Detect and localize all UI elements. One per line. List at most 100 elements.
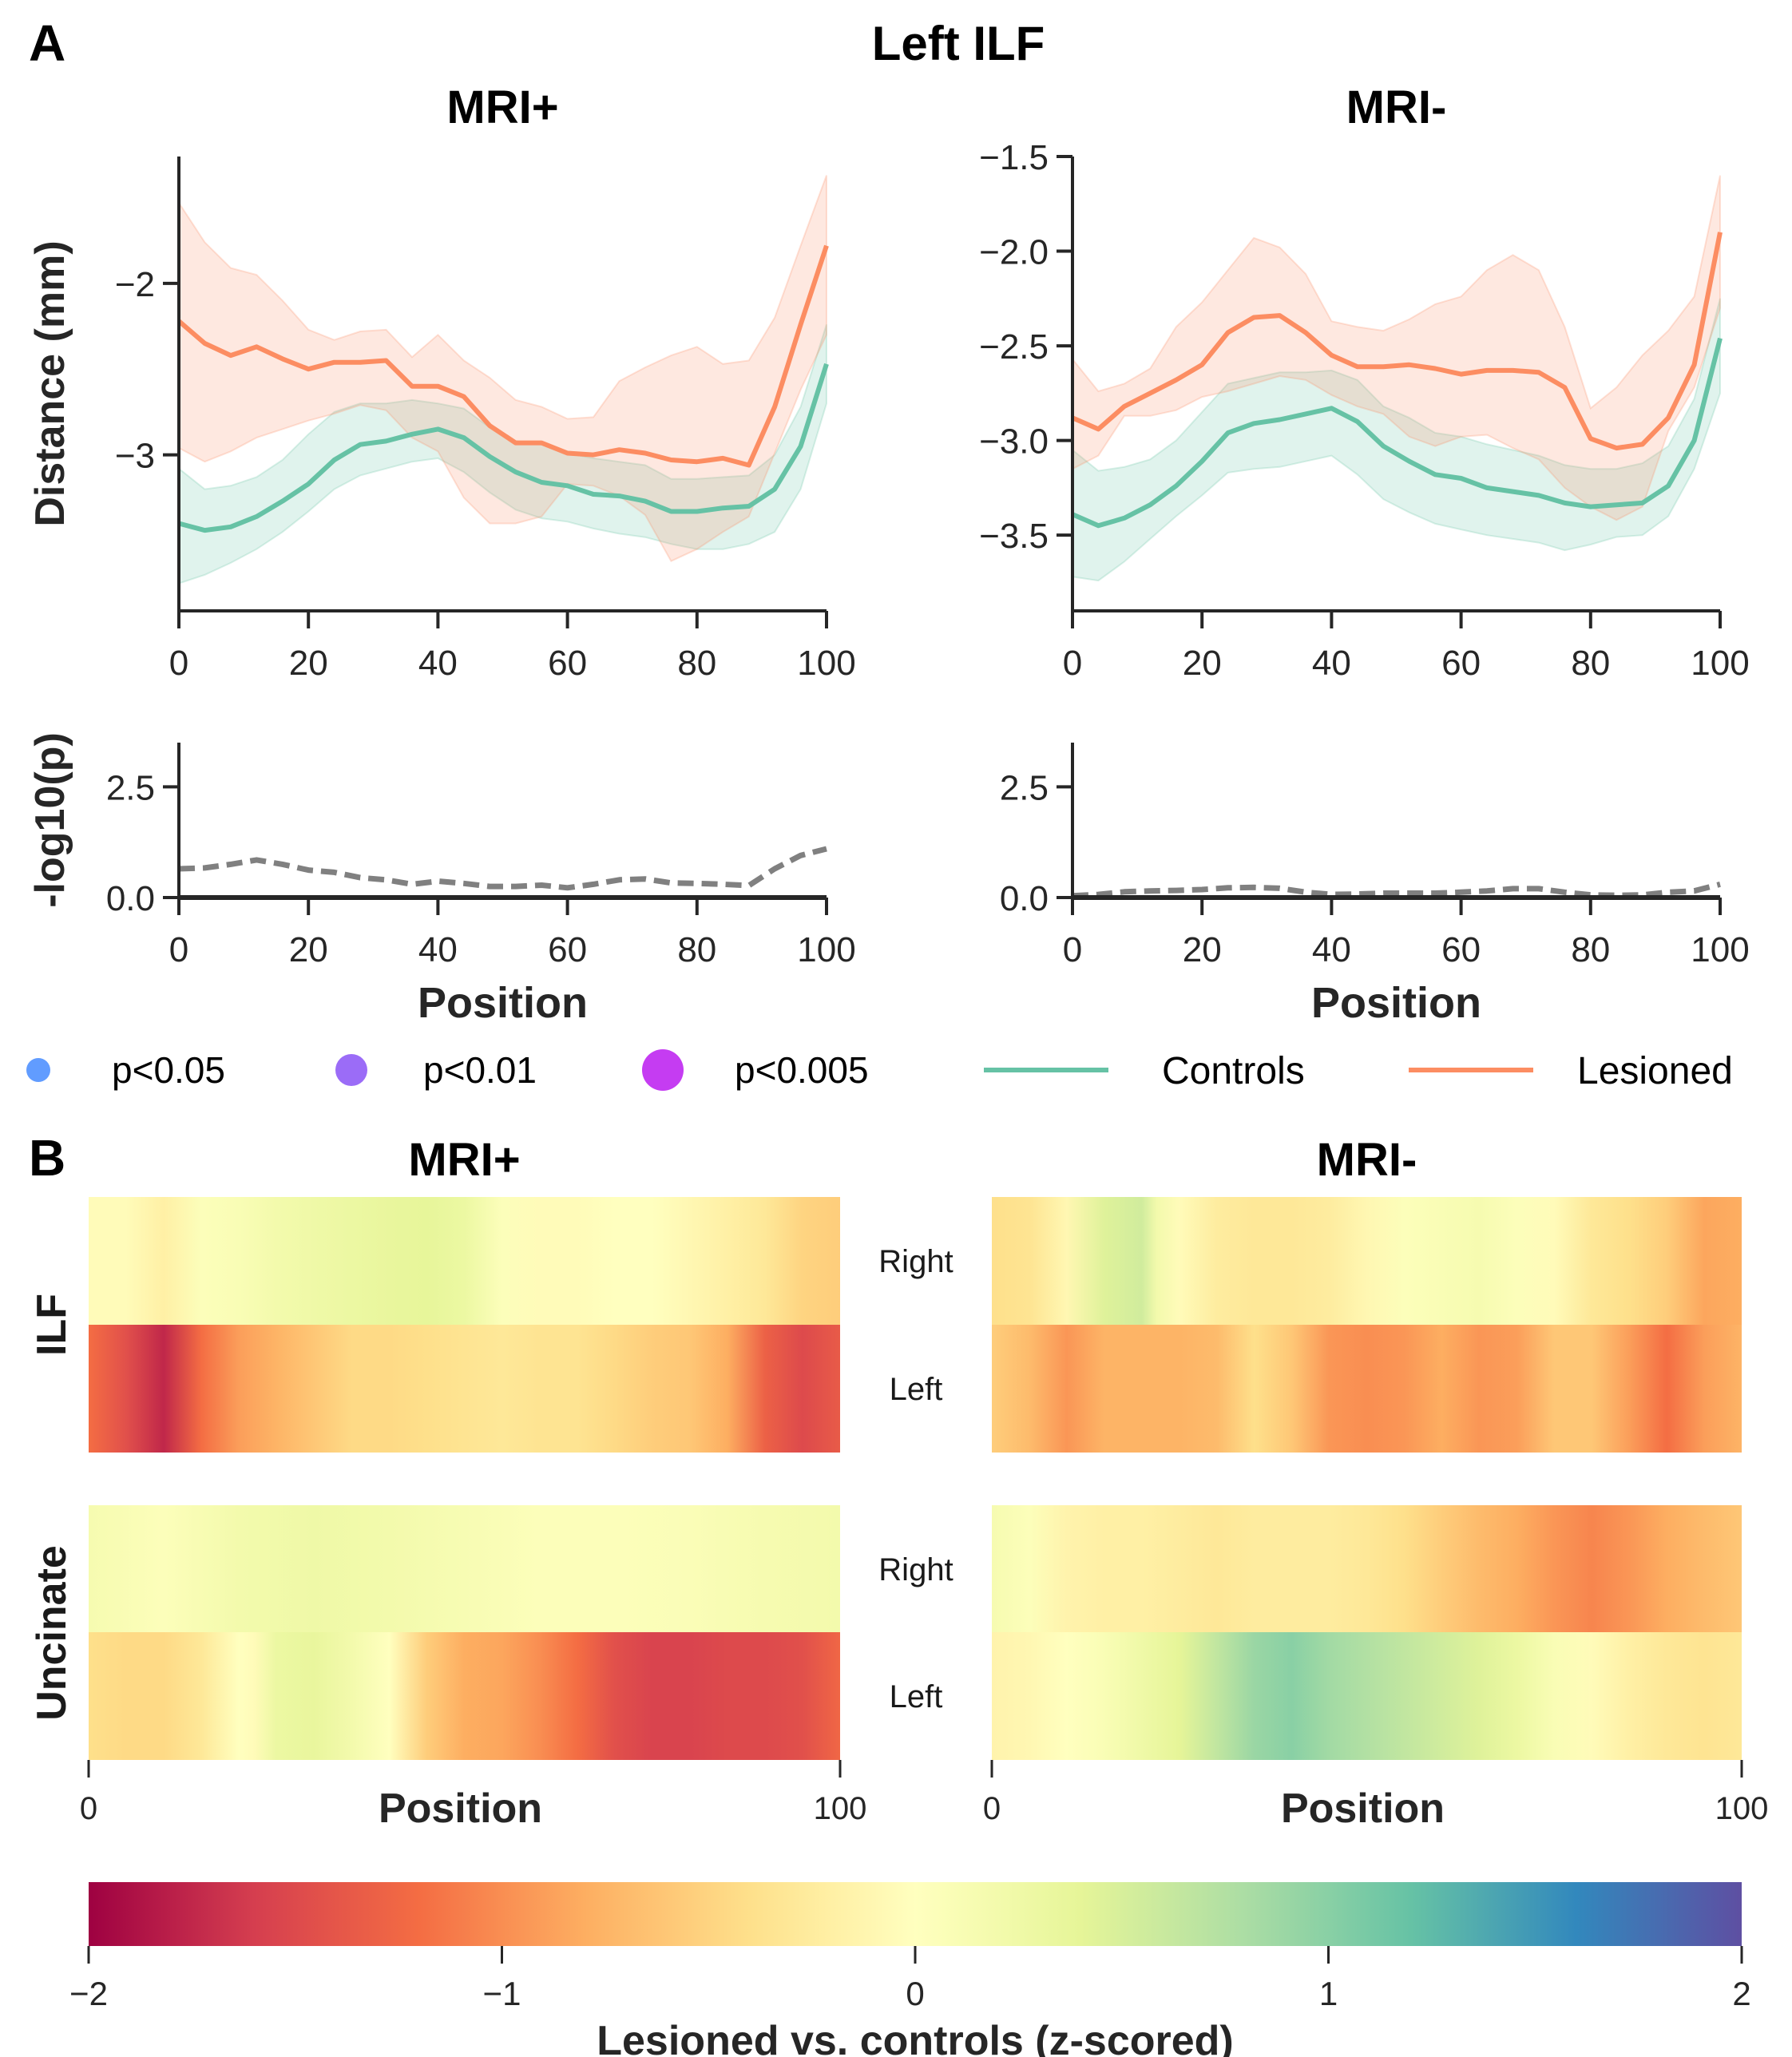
x-tick-label: 0	[1063, 930, 1082, 969]
x-tick-label: 80	[677, 930, 716, 969]
heatmap-title: MRI-	[1317, 1134, 1417, 1186]
colorbar: −2 −1 0 1 2 Lesioned vs. controls (z-scored)	[69, 1882, 1751, 2057]
distance-plot-mri-minus: MRI- 0 20 40 60 80 100 −1.5 −2.0 −2.5 −3.0 −3.5	[979, 81, 1750, 683]
x-tick-label: 60	[548, 930, 587, 969]
x-tick-label: 0	[169, 930, 188, 969]
y-tick-label: −1.5	[979, 138, 1049, 177]
x-tick-label: 0	[169, 644, 188, 683]
plot-title: MRI+	[446, 81, 558, 133]
legend-marker-p-0-005	[642, 1049, 684, 1091]
legend-label: Controls	[1162, 1050, 1305, 1092]
y-tick-label: 2.5	[106, 768, 155, 807]
panel-a-label: A	[29, 14, 65, 72]
heatmap-row-uncinate-right	[89, 1505, 840, 1633]
y-tick-label: −2	[115, 265, 155, 304]
x-tick-label: 100	[797, 930, 855, 969]
heatmap-row-ilf-left	[992, 1325, 1742, 1453]
row-label: Left	[890, 1679, 943, 1714]
x-tick-label: 40	[1312, 930, 1351, 969]
x-tick-label: 40	[418, 930, 458, 969]
legend-label: p<0.01	[423, 1049, 537, 1091]
ci-band-lesioned	[178, 175, 827, 562]
heatmap-mri-minus: MRI- 0 100 Position	[983, 1134, 1769, 1832]
x-tick-label: 100	[1691, 930, 1749, 969]
y-tick-label: −3.5	[979, 517, 1049, 556]
legend-marker-p-0-01	[335, 1054, 367, 1086]
colorbar-tick-label: 2	[1732, 1975, 1750, 2012]
heatmap-row-ilf-right	[992, 1197, 1742, 1325]
pvalue-plot-mri-plus: 0 20 40 60 80 100 0.0 2.5 -log10(p) Position	[27, 732, 856, 1027]
x-tick-label: 0	[983, 1791, 1001, 1826]
x-tick-label: 60	[1441, 930, 1481, 969]
plot-title: MRI-	[1346, 81, 1447, 133]
series-line-controls	[178, 363, 829, 533]
x-tick-label: 60	[548, 644, 587, 683]
x-tick-label: 100	[1715, 1791, 1769, 1826]
heatmap-row-uncinate-right	[992, 1505, 1742, 1633]
series-line--log10-p-	[1072, 882, 1721, 899]
tract-label: ILF	[29, 1294, 75, 1356]
tract-label: Uncinate	[29, 1545, 75, 1721]
legend: p<0.05 p<0.01 p<0.005 Controls Lesioned	[26, 1049, 1733, 1092]
y-tick-label: −2.0	[979, 233, 1049, 272]
pvalue-plot-mri-minus: 0 20 40 60 80 100 0.0 2.5 Position	[1000, 743, 1750, 1027]
colorbar-tick-label: 0	[906, 1975, 924, 2012]
row-label: Right	[878, 1552, 953, 1587]
x-tick-label: 0	[80, 1791, 97, 1826]
x-tick-label: 20	[1183, 644, 1222, 683]
x-tick-label: 60	[1441, 644, 1481, 683]
colorbar-gradient	[89, 1882, 1742, 1946]
heatmap-row-ilf-right	[89, 1197, 840, 1325]
x-tick-label: 80	[1571, 930, 1610, 969]
series-line-controls	[1071, 337, 1723, 529]
colorbar-tick-label: −2	[69, 1975, 108, 2012]
x-tick-label: 100	[1691, 644, 1749, 683]
heatmap-row-ilf-left	[89, 1325, 840, 1453]
colorbar-label: Lesioned vs. controls (z-scored)	[597, 2018, 1234, 2057]
x-tick-label: 0	[1063, 644, 1082, 683]
row-label: Left	[890, 1372, 943, 1407]
x-tick-label: 40	[418, 644, 458, 683]
ci-band-controls	[1072, 298, 1721, 582]
x-tick-label: 20	[289, 930, 328, 969]
y-tick-label: −3.0	[979, 422, 1049, 462]
colorbar-tick-label: −1	[483, 1975, 521, 2012]
x-tick-label: 80	[1571, 644, 1610, 683]
y-tick-label: 0.0	[1000, 879, 1049, 918]
x-axis-label: Position	[1281, 1786, 1445, 1832]
panel-a-title: Left ILF	[872, 17, 1045, 70]
ci-band-controls	[178, 324, 827, 585]
y-axis-label: -log10(p)	[27, 732, 73, 908]
y-tick-label: 0.0	[106, 879, 155, 918]
panel-b-label: B	[29, 1129, 65, 1187]
y-tick-label: 2.5	[1000, 768, 1049, 807]
x-tick-label: 40	[1312, 644, 1351, 683]
heatmap-title: MRI+	[408, 1134, 520, 1186]
legend-label: p<0.005	[735, 1049, 869, 1091]
row-label: Right	[878, 1244, 953, 1279]
heatmap-row-uncinate-left	[992, 1632, 1742, 1760]
series-line-lesioned	[177, 244, 829, 468]
x-axis-label: Position	[418, 979, 588, 1027]
y-axis-label: Distance (mm)	[27, 240, 73, 526]
colorbar-tick-label: 1	[1319, 1975, 1338, 2012]
x-tick-label: 20	[289, 644, 328, 683]
x-tick-label: 20	[1183, 930, 1222, 969]
x-axis-label: Position	[1311, 979, 1481, 1027]
ci-band-lesioned	[1072, 175, 1721, 521]
x-tick-label: 100	[797, 644, 855, 683]
y-tick-label: −2.5	[979, 327, 1049, 367]
x-axis-label: Position	[379, 1786, 542, 1832]
legend-label: p<0.05	[112, 1049, 225, 1091]
legend-label: Lesioned	[1577, 1050, 1733, 1092]
series-line--log10-p-	[178, 846, 827, 891]
x-tick-label: 80	[677, 644, 716, 683]
y-tick-label: −3	[115, 437, 155, 476]
x-tick-label: 100	[814, 1791, 867, 1826]
series-line-lesioned	[1071, 232, 1723, 451]
legend-marker-p-0-05	[26, 1058, 50, 1082]
heatmap-mri-plus: MRI+ Right Left ILF Right Left Uncinate 0 100 Pos…	[29, 1134, 953, 1832]
heatmap-row-uncinate-left	[89, 1632, 840, 1760]
distance-plot-mri-plus: MRI+ 0 20 40 60 80 100 −2 −3 Distance (mm)	[27, 81, 856, 683]
